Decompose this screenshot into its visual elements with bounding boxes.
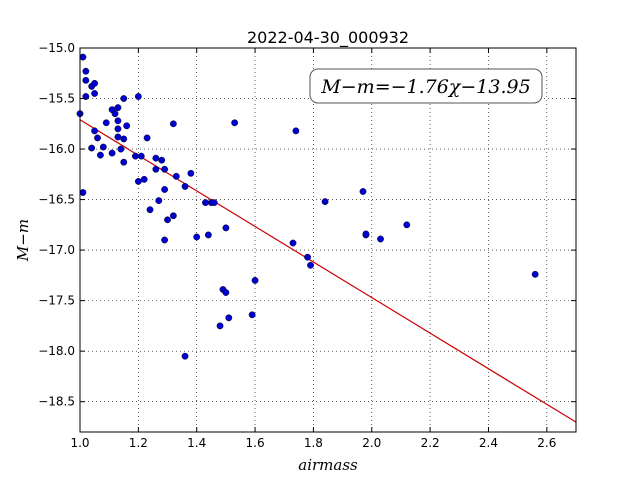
data-point [114,104,122,112]
data-point [304,253,311,261]
x-tick-label: 1.8 [304,436,323,450]
fit-annotation-box: M−m=−1.76χ−13.95 [309,68,543,104]
y-tick-label: −16.5 [38,193,75,207]
data-point [102,119,110,127]
data-point [152,165,160,173]
x-tick-label: 1.2 [129,436,148,450]
data-point [359,188,367,195]
data-point [169,212,177,220]
data-point [114,125,122,133]
x-tick-label: 2.2 [421,436,440,450]
y-tick-label: −17.0 [38,243,75,257]
data-point [91,79,98,87]
data-point [108,149,116,157]
y-tick-label: −18.5 [38,395,75,409]
data-point [132,152,139,160]
data-point [120,135,128,143]
y-tick-label: −18.0 [38,344,75,358]
data-points [76,53,539,360]
data-point [321,198,329,206]
data-point [79,189,87,196]
data-point [216,322,224,330]
data-point [82,76,90,84]
data-point [181,352,189,360]
data-point [91,127,98,135]
x-tick-label: 2.4 [479,436,498,450]
data-point [164,216,171,224]
data-point [134,93,142,100]
data-point [210,199,218,207]
data-point [204,231,212,239]
data-point [91,90,98,97]
data-point [161,186,169,193]
y-tick-label: −15.0 [38,41,75,55]
x-tick-label: 1.0 [70,436,89,450]
data-point [248,311,256,319]
x-tick-label: 2.0 [362,436,381,450]
data-point [225,314,233,322]
data-point [120,158,128,166]
data-point [172,172,180,180]
data-point [377,235,384,243]
data-point [88,144,96,152]
y-tick-label: −17.5 [38,294,75,308]
x-axis-label: airmass [298,456,358,474]
data-point [193,233,201,241]
data-point [117,145,125,153]
data-point [169,120,177,128]
data-point [161,236,169,244]
data-point [114,133,122,141]
data-point [137,152,145,160]
data-point [231,119,239,127]
data-point [292,127,300,135]
data-point [134,177,142,185]
data-point [146,206,154,214]
data-point [152,154,160,162]
plot-frame [79,47,577,433]
x-tick-label: 2.6 [537,436,556,450]
data-point [251,277,259,284]
data-point [202,199,209,207]
data-point [161,165,169,173]
data-point [181,183,189,190]
data-point [158,156,166,164]
data-point [143,134,151,142]
data-point [222,224,230,232]
data-point [123,122,131,130]
fit-annotation: M−m=−1.76χ−13.95 [320,76,530,98]
data-point [362,230,370,238]
data-point [307,261,314,269]
y-tick-label: −15.5 [38,92,75,106]
data-point [140,175,148,183]
y-axis-label: M−m [14,219,32,262]
axis-ticks: 1.0 1.2 1.4 1.6 1.8 2.0 2.2 2.4 2.6 −15.0 −15.5 −16… [38,41,576,450]
y-tick-label: −16.0 [38,142,75,156]
chart-title: 2022-04-30_000932 [247,28,409,48]
x-tick-label: 1.4 [187,436,206,450]
data-point [94,134,101,142]
data-point [531,270,539,278]
x-tick-label: 1.6 [246,436,265,450]
data-point [187,169,195,177]
data-point [289,239,297,247]
data-point [99,143,107,151]
data-point [222,289,230,296]
data-point [79,53,87,61]
data-point [111,110,119,118]
data-point [82,67,90,75]
data-point [120,95,128,102]
data-point [155,197,163,204]
data-point [403,221,411,229]
data-point [97,151,104,159]
data-point [114,117,122,125]
